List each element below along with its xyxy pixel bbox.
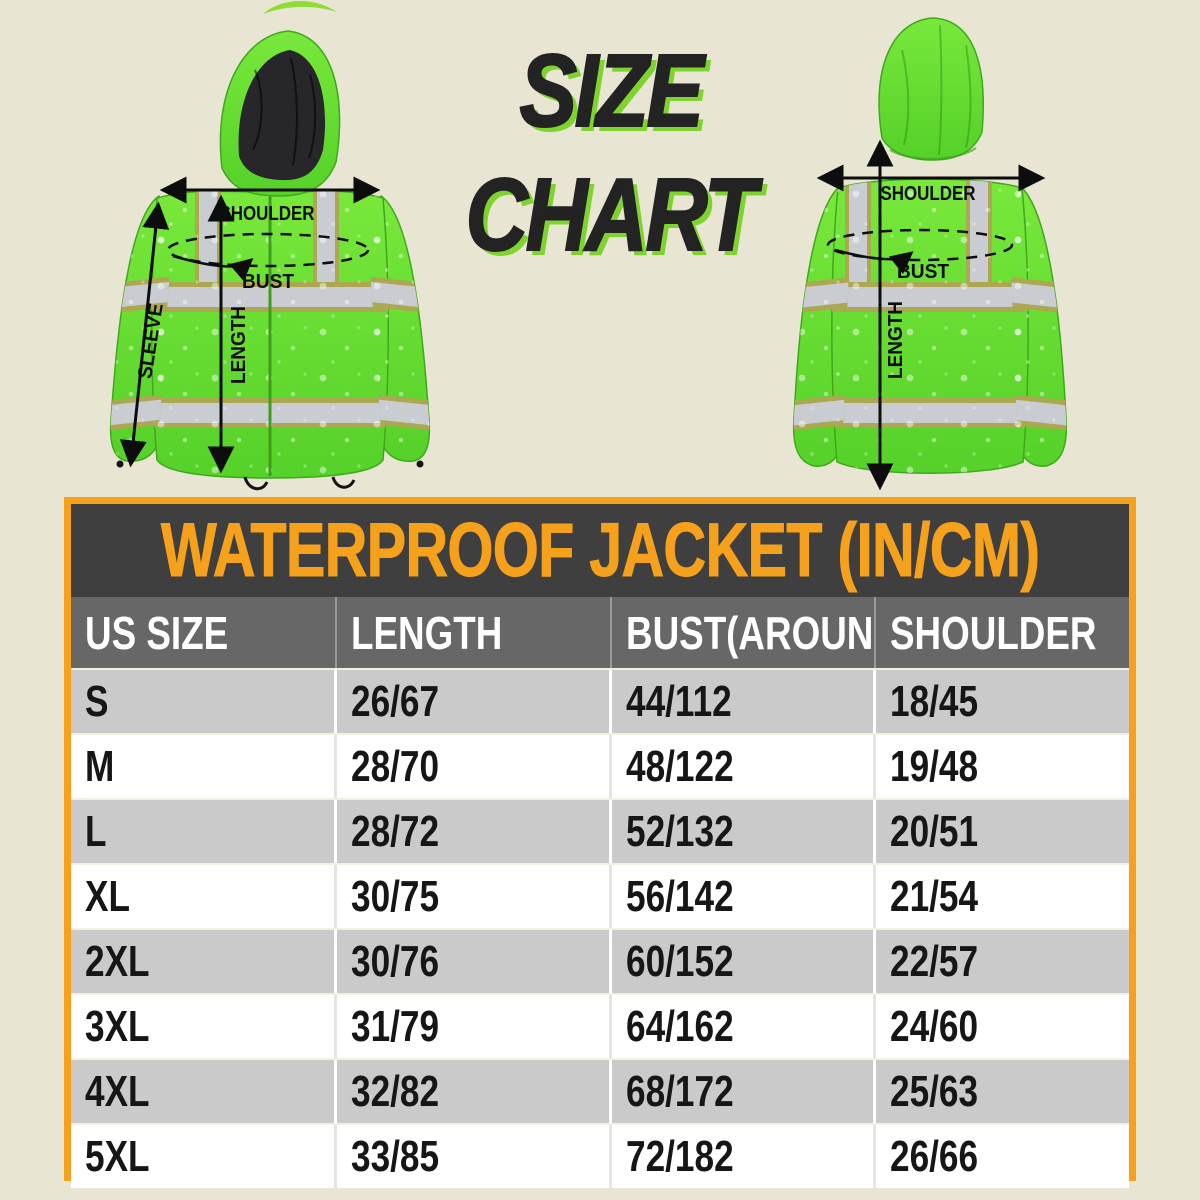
hood-up-back xyxy=(878,17,985,161)
cell-shoulder: 26/66 xyxy=(876,1125,1129,1188)
bust-label: BUST xyxy=(897,261,949,283)
bust-label: BUST xyxy=(242,271,294,293)
length-label: LENGTH xyxy=(885,301,907,379)
table-header-row: US SIZE LENGTH BUST(AROUND) SHOULDER xyxy=(71,597,1129,668)
title-line-1: SIZE xyxy=(518,33,704,148)
table-title-bar: WATERPROOF JACKET (IN/CM) xyxy=(71,504,1129,597)
cell-bust: 64/162 xyxy=(611,995,877,1058)
hood-lining-folds xyxy=(252,57,317,166)
table-row-4xl: 4XL 32/82 68/172 25/63 xyxy=(71,1058,1129,1123)
cell-shoulder: 25/63 xyxy=(876,1060,1129,1123)
table-row-m: M 28/70 48/122 19/48 xyxy=(71,733,1129,798)
cell-bust: 56/142 xyxy=(611,865,877,928)
reflective-stripes-back xyxy=(831,179,1029,474)
cell-size: S xyxy=(71,670,337,733)
cell-length: 26/67 xyxy=(336,670,612,733)
cell-length: 30/75 xyxy=(336,865,612,928)
table-row-2xl: 2XL 30/76 60/152 22/57 xyxy=(71,928,1129,993)
cell-length: 30/76 xyxy=(336,930,612,993)
cell-shoulder: 22/57 xyxy=(876,930,1129,993)
cell-size: 5XL xyxy=(71,1125,337,1188)
cell-size: 3XL xyxy=(71,995,337,1058)
cell-shoulder: 18/45 xyxy=(876,670,1129,733)
cell-bust: 48/122 xyxy=(611,735,877,798)
back-jacket-illustration: SHOULDER BUST LENGTH xyxy=(792,17,1068,491)
cell-shoulder: 21/54 xyxy=(876,865,1129,928)
cell-shoulder: 19/48 xyxy=(876,735,1129,798)
cuff-toggle-left xyxy=(116,460,124,468)
table-row-l: L 28/72 52/132 20/51 xyxy=(71,798,1129,863)
column-header-length: LENGTH xyxy=(337,597,612,668)
cell-bust: 68/172 xyxy=(611,1060,877,1123)
hood-folds xyxy=(901,24,972,156)
cell-length: 32/82 xyxy=(336,1060,612,1123)
table-row-s: S 26/67 44/112 18/45 xyxy=(71,668,1129,733)
cell-bust: 60/152 xyxy=(611,930,877,993)
bust-ellipse xyxy=(826,228,1014,262)
cell-length: 31/79 xyxy=(336,995,612,1058)
cell-shoulder: 20/51 xyxy=(876,800,1129,863)
cell-size: 2XL xyxy=(71,930,337,993)
table-title-text: WATERPROOF JACKET (IN/CM) xyxy=(160,508,1040,594)
cell-bust: 52/132 xyxy=(611,800,877,863)
cell-length: 28/70 xyxy=(336,735,612,798)
hem-drawstring-right xyxy=(331,476,356,489)
sleeve-arrow xyxy=(119,201,170,468)
cell-shoulder: 24/60 xyxy=(876,995,1129,1058)
cell-bust: 44/112 xyxy=(611,670,877,733)
hood-tip xyxy=(263,0,337,14)
column-header-shoulder: SHOULDER xyxy=(890,606,1097,659)
cell-size: M xyxy=(71,735,337,798)
cell-bust: 72/182 xyxy=(611,1125,877,1188)
cell-size: 4XL xyxy=(71,1060,337,1123)
page-title: SIZE CHART xyxy=(436,33,784,292)
length-label: LENGTH xyxy=(228,306,250,384)
cell-size: XL xyxy=(71,865,337,928)
left-sleeve-stripes xyxy=(793,190,852,467)
table-row-3xl: 3XL 31/79 64/162 24/60 xyxy=(71,993,1129,1058)
shoulder-label: SHOULDER xyxy=(220,203,315,225)
cuff-toggle-right xyxy=(416,460,424,468)
hood-interior xyxy=(238,50,326,181)
neck-seam xyxy=(889,147,977,160)
right-sleeve-stripes xyxy=(1008,190,1067,467)
bust-ellipse xyxy=(166,232,370,268)
size-table: WATERPROOF JACKET (IN/CM) US SIZE LENGTH… xyxy=(64,497,1136,1188)
cell-size: L xyxy=(71,800,337,863)
column-header-us-size: US SIZE xyxy=(71,597,337,668)
front-jacket-illustration: SHOULDER BUST LENGTH SLEEVE xyxy=(109,0,431,491)
cell-length: 28/72 xyxy=(336,800,612,863)
cell-length: 33/85 xyxy=(336,1125,612,1188)
column-header-bust: BUST(AROUND) xyxy=(612,597,877,668)
hem-drawstring-left xyxy=(243,476,269,491)
back-measurement-annotations: SHOULDER BUST LENGTH xyxy=(816,139,1046,491)
shoulder-label: SHOULDER xyxy=(881,183,976,205)
table-row-5xl: 5XL 33/85 72/182 26/66 xyxy=(71,1123,1129,1188)
table-row-xl: XL 30/75 56/142 21/54 xyxy=(71,863,1129,928)
title-line-2: CHART xyxy=(465,157,758,272)
